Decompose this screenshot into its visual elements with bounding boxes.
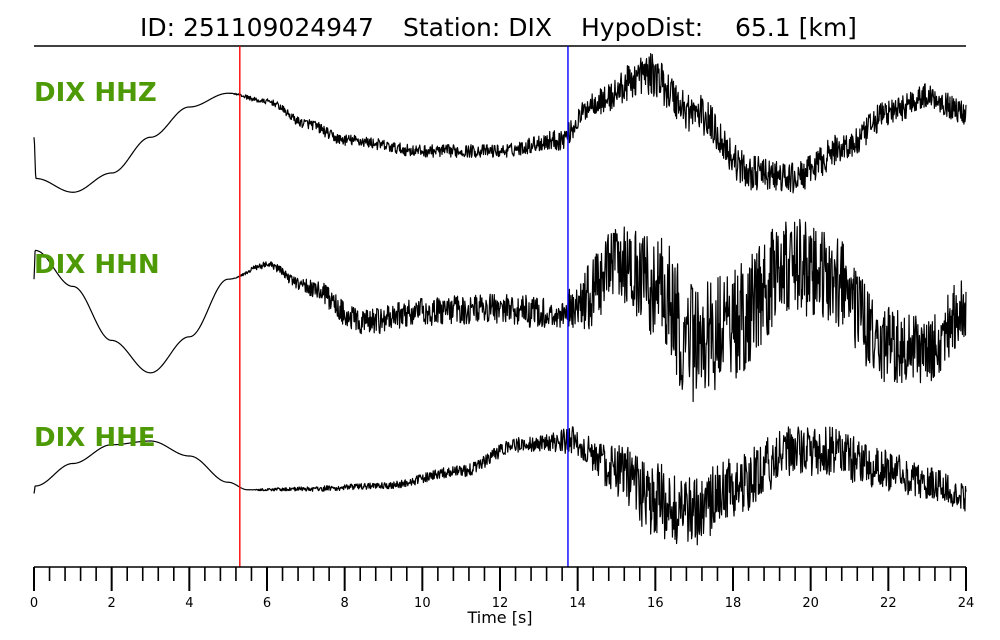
x-tick-label: 6 bbox=[263, 596, 271, 611]
waveform-trace-1 bbox=[33, 53, 967, 194]
x-tick-label: 24 bbox=[958, 596, 975, 611]
x-tick-label: 8 bbox=[341, 596, 349, 611]
channel-label-group: DIX HHZ DIX HHN DIX HHE bbox=[34, 78, 160, 453]
x-tick-label: 18 bbox=[725, 596, 742, 611]
pick-line-group bbox=[239, 46, 569, 567]
station-name: Station: DIX bbox=[403, 13, 552, 42]
x-axis-label: Time [s] bbox=[466, 608, 532, 627]
channel-label-3: DIX HHE bbox=[34, 423, 156, 453]
x-tick-label: 12 bbox=[492, 596, 509, 611]
x-tick-label: 16 bbox=[647, 596, 664, 611]
x-tick-label: 10 bbox=[414, 596, 431, 611]
x-tick-label: 20 bbox=[802, 596, 819, 611]
event-id: ID: 251109024947 bbox=[140, 13, 374, 42]
channel-label-1: DIX HHZ bbox=[34, 78, 157, 108]
x-axis-ticks: 0 2 4 6 8 10 12 14 16 18 20 22 24 bbox=[30, 567, 974, 611]
x-tick-label: 22 bbox=[880, 596, 897, 611]
x-tick-label: 0 bbox=[30, 596, 38, 611]
waveform-trace-2 bbox=[33, 218, 967, 403]
x-tick-label: 4 bbox=[185, 596, 193, 611]
waveform-trace-3 bbox=[33, 426, 967, 546]
hypocentral-distance: HypoDist: 65.1 [km] bbox=[581, 13, 857, 42]
channel-label-2: DIX HHN bbox=[34, 250, 160, 280]
trace-group bbox=[33, 53, 967, 546]
x-tick-label: 2 bbox=[108, 596, 116, 611]
x-tick-label: 14 bbox=[569, 596, 586, 611]
